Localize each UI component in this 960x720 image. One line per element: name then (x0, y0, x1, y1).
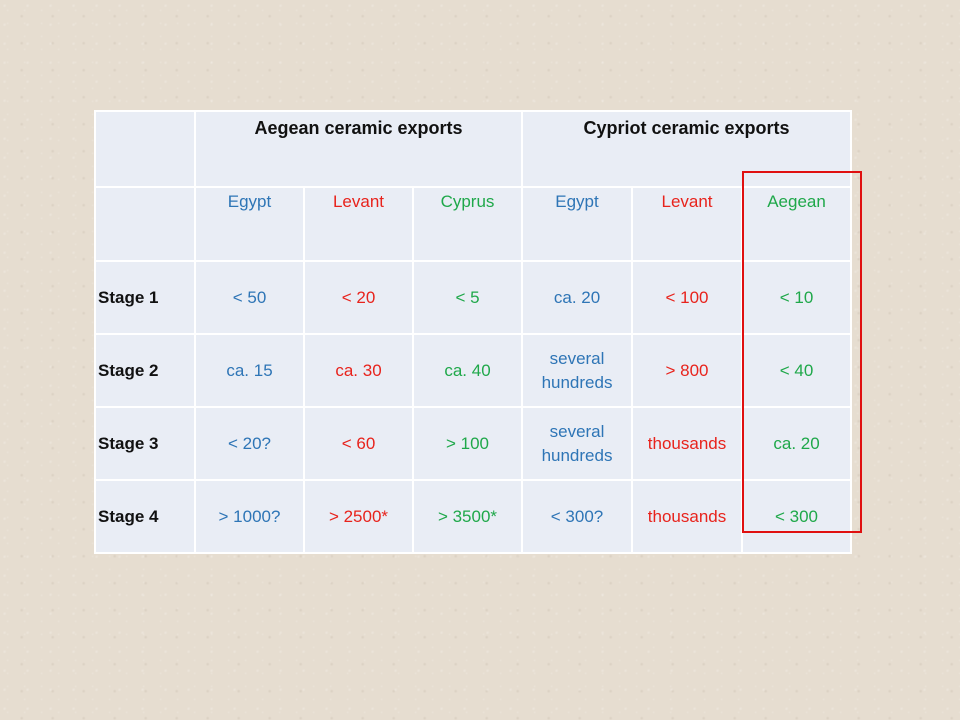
row-label: Stage 1 (94, 260, 196, 335)
table-row: Stage 2 ca. 15 ca. 30 ca. 40 several hun… (94, 333, 853, 408)
table-cell: > 3500* (411, 479, 524, 554)
column-header-aegean-cyprus: Cyprus (411, 186, 524, 262)
exports-table-container: Aegean ceramic exports Cypriot ceramic e… (94, 110, 853, 554)
table-cell: ca. 20 (741, 406, 853, 481)
table-cell: < 20 (303, 260, 414, 335)
table-cell: < 40 (741, 333, 853, 408)
group-header-cypriot: Cypriot ceramic exports (521, 110, 853, 188)
table-cell: ca. 15 (194, 333, 305, 408)
table-cell: ca. 20 (521, 260, 634, 335)
table-cell: < 5 (411, 260, 524, 335)
column-header-row: Egypt Levant Cyprus Egypt Levant Aegean (94, 186, 853, 262)
group-header-aegean: Aegean ceramic exports (193, 110, 524, 188)
table-row: Stage 3 < 20? < 60 > 100 several hundred… (94, 406, 853, 481)
table-cell: < 50 (194, 260, 305, 335)
column-header-aegean-egypt: Egypt (194, 186, 305, 262)
table-cell: several hundreds (521, 333, 634, 408)
table-cell: > 1000? (194, 479, 305, 554)
row-label: Stage 2 (94, 333, 196, 408)
row-label: Stage 4 (94, 479, 196, 554)
corner-cell (94, 186, 196, 262)
column-header-cypriot-aegean: Aegean (741, 186, 853, 262)
table-cell: < 300? (521, 479, 634, 554)
table-cell: < 100 (631, 260, 744, 335)
group-header-row: Aegean ceramic exports Cypriot ceramic e… (94, 110, 853, 188)
table-cell: ca. 30 (303, 333, 414, 408)
table-cell: < 300 (741, 479, 853, 554)
row-label: Stage 3 (94, 406, 196, 481)
corner-cell (94, 110, 196, 188)
table-cell: < 20? (194, 406, 305, 481)
column-header-aegean-levant: Levant (303, 186, 414, 262)
table-cell: < 10 (741, 260, 853, 335)
table-cell: thousands (631, 479, 744, 554)
table-cell: > 100 (411, 406, 524, 481)
ceramic-exports-table: Aegean ceramic exports Cypriot ceramic e… (94, 110, 853, 554)
table-cell: several hundreds (521, 406, 634, 481)
table-cell: > 800 (631, 333, 744, 408)
table-row: Stage 4 > 1000? > 2500* > 3500* < 300? t… (94, 479, 853, 554)
table-cell: thousands (631, 406, 744, 481)
column-header-cypriot-egypt: Egypt (521, 186, 634, 262)
table-cell: ca. 40 (411, 333, 524, 408)
table-row: Stage 1 < 50 < 20 < 5 ca. 20 < 100 < 10 (94, 260, 853, 335)
table-cell: > 2500* (303, 479, 414, 554)
table-cell: < 60 (303, 406, 414, 481)
column-header-cypriot-levant: Levant (631, 186, 744, 262)
